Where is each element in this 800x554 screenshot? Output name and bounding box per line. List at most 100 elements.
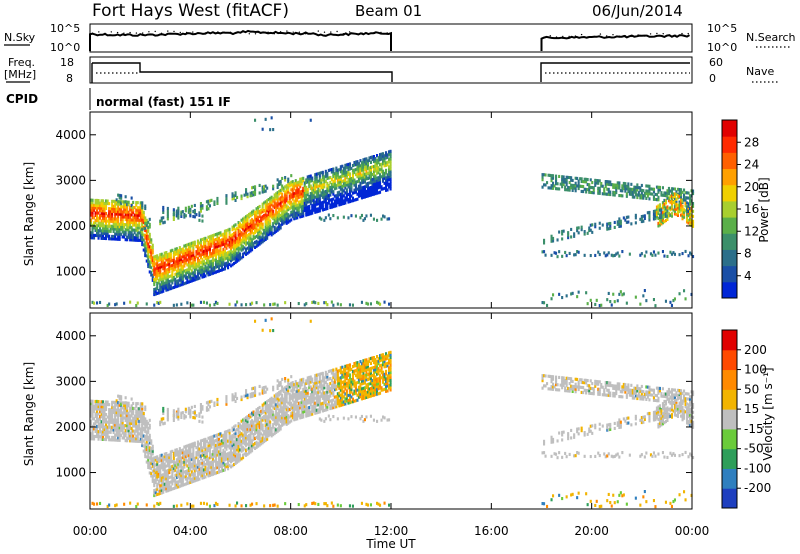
power-cell [311,176,314,180]
velocity-cell [177,455,180,459]
power-cell [673,297,676,301]
power-cell [574,176,577,180]
velocity-cell [93,422,96,426]
velocity-cell [190,405,193,409]
power-cell [234,243,237,247]
velocity-cell [189,415,192,419]
power-cell [335,166,338,170]
velocity-cell [145,419,148,423]
velocity-cell [105,413,108,417]
power-cell [317,202,320,206]
power-cell [565,294,568,298]
velocity-cell [150,456,153,460]
power-cell [136,206,139,210]
velocity-cell [130,434,133,438]
velocity-cell [150,439,153,443]
power-cell [573,234,576,238]
power-cell [260,231,263,235]
power-cell [252,212,255,216]
power-cell [198,251,201,255]
power-cell [654,197,657,201]
power-cell [296,206,299,210]
power-cell [227,258,230,262]
power-cell [297,183,300,187]
power-cell [153,278,156,282]
power-cell [300,192,303,196]
power-cell [252,190,255,194]
velocity-cell [123,434,126,438]
velocity-cell [120,413,123,417]
power-cell [130,225,133,229]
power-cell [171,281,174,285]
power-cell [147,257,150,261]
power-cell [330,190,333,194]
power-cell [663,212,666,216]
power-cell [153,272,156,276]
power-cell [154,254,157,258]
velocity-cell [227,429,230,433]
power-cell [666,194,669,198]
velocity-cell [112,405,115,409]
power-cell [666,189,669,193]
velocity-cell [94,404,97,408]
power-cell [318,171,321,175]
power-cell [208,262,211,266]
power-cell [279,182,282,186]
velocity-cell [219,434,222,438]
power-cell [383,215,386,219]
power-cell [300,199,303,203]
power-cell [117,200,120,204]
velocity-cell [151,452,154,456]
power-cell [202,275,205,279]
power-cell [231,225,234,229]
power-cell [333,199,336,203]
power-cell [326,171,329,175]
power-cell [243,223,246,227]
power-cell [91,208,94,212]
power-cell [168,262,171,266]
power-cell [388,175,391,179]
velocity-cell [99,430,102,434]
velocity-cell [102,402,105,406]
power-cell [362,218,365,222]
power-cell [153,260,156,264]
power-cell [171,248,174,252]
power-cell [208,250,211,254]
velocity-cell [193,456,196,460]
power-cell [296,203,299,207]
power-cell [159,290,162,294]
power-cell [141,225,144,229]
velocity-cell [172,409,175,413]
power-cell [323,195,326,199]
power-cell [350,214,353,218]
velocity-cell [111,415,114,419]
power-cell [263,201,266,205]
velocity-cell [225,430,228,434]
power-cell [266,236,269,240]
power-cell [380,152,383,156]
power-cell [147,242,150,246]
power-cell [231,255,234,259]
power-cell [108,302,111,306]
power-cell [138,231,141,235]
power-cell [297,195,300,199]
power-cell [204,236,207,240]
power-cell [171,258,174,262]
velocity-cell [139,434,142,438]
velocity-cell [207,474,210,478]
power-cell [243,216,246,220]
power-cell [230,251,233,255]
power-cell [169,264,172,268]
power-cell [118,235,121,239]
velocity-cell [210,435,213,439]
power-cell [94,198,97,202]
velocity-cell [208,463,211,467]
velocity-cell [168,488,171,492]
power-cell [347,170,350,174]
velocity-cell [159,459,162,463]
power-cell [228,230,231,234]
power-cell [303,208,306,212]
velocity-cell [172,469,175,473]
velocity-cell [145,445,148,449]
power-cell [266,199,269,203]
